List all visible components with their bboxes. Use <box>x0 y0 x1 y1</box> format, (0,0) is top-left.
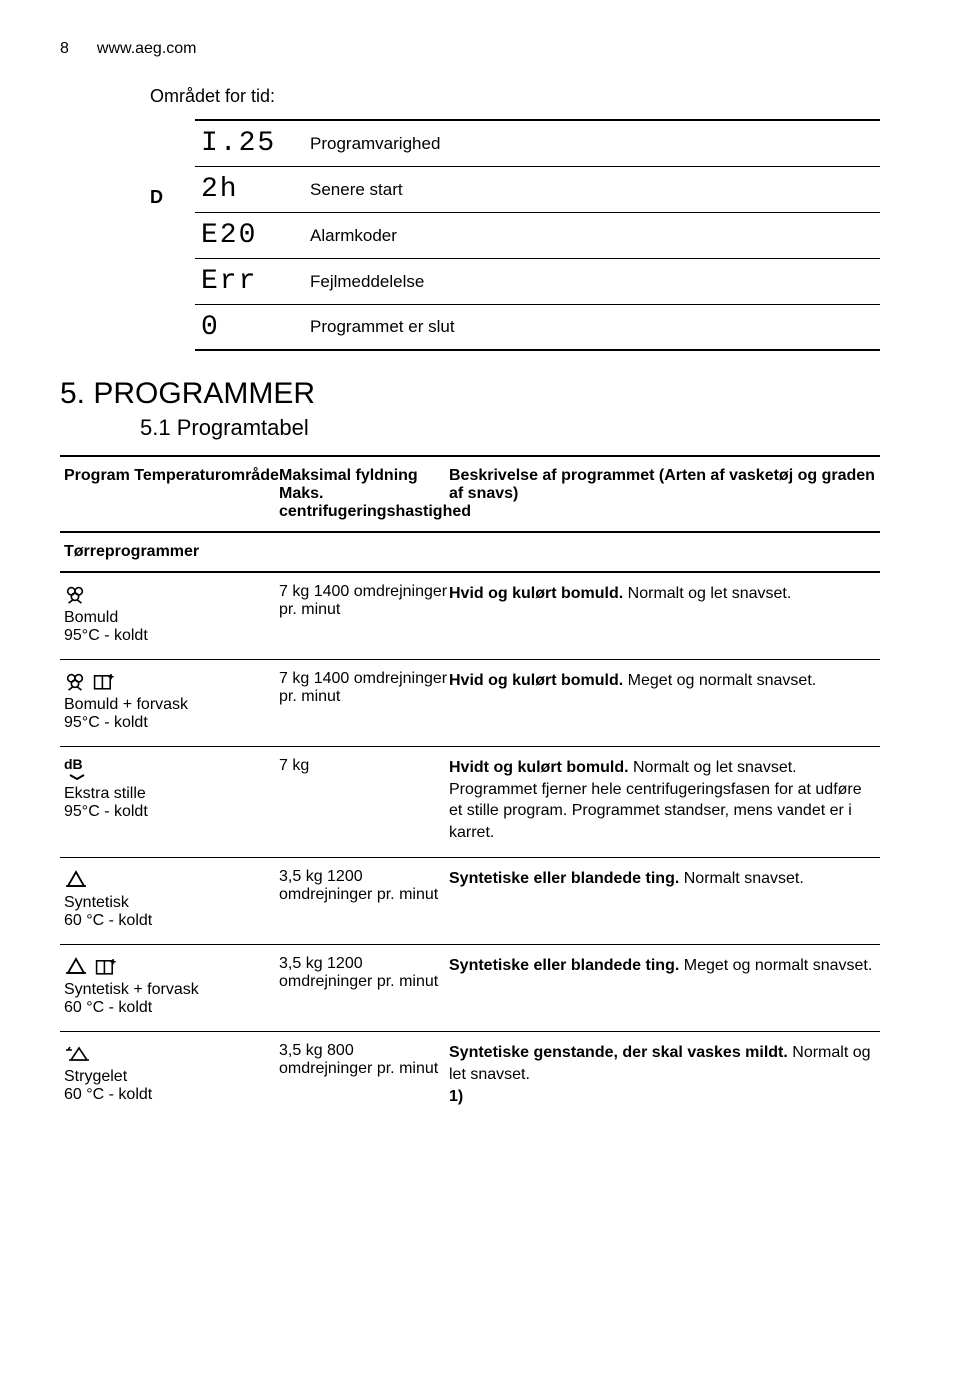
segment-icon: 2h <box>201 174 239 205</box>
desc-cell: Hvid og kulørt bomuld. Normalt og let sn… <box>449 583 876 645</box>
desc-cell: Hvidt og kulørt bomuld. Normalt og let s… <box>449 757 876 843</box>
time-indicator-table: I.25 Programvarighed 2h Senere start E20… <box>195 119 880 351</box>
svg-text:dB: dB <box>64 757 83 772</box>
synthetic-icon <box>64 868 88 890</box>
desc-cell: Syntetiske genstande, der skal vaskes mi… <box>449 1042 876 1107</box>
table-row: dB Ekstra stille 95°C - koldt 7 kg Hvidt… <box>60 747 880 858</box>
program-table: Program Temperaturområde Maksimal fyldni… <box>60 455 880 1121</box>
footnote-ref: 1) <box>449 1088 463 1105</box>
time-row: E20 Alarmkoder <box>195 213 880 259</box>
table-row: Bomuld 95°C - koldt 7 kg 1400 omdrejning… <box>60 573 880 660</box>
time-row: 2h Senere start <box>195 167 880 213</box>
synthetic-icon <box>64 955 88 977</box>
heading-programtabel: 5.1 Programtabel <box>140 415 880 441</box>
col-header-program: Program Temperaturområde <box>64 467 279 521</box>
load-cell: 3,5 kg 800 omdrejninger pr. minut <box>279 1042 449 1107</box>
program-name: Bomuld <box>64 609 279 627</box>
program-table-header: Program Temperaturområde Maksimal fyldni… <box>60 457 880 533</box>
program-temp: 95°C - koldt <box>64 803 279 821</box>
section-d-title: Området for tid: <box>150 86 880 107</box>
table-row: Strygelet 60 °C - koldt 3,5 kg 800 omdre… <box>60 1032 880 1121</box>
col-header-max: Maksimal fyldning Maks. centrifugeringsh… <box>279 467 449 521</box>
segment-icon: 0 <box>201 312 220 343</box>
heading-programmer: 5. PROGRAMMER <box>60 377 880 411</box>
prewash-icon <box>92 670 118 692</box>
program-name: Ekstra stille <box>64 785 279 803</box>
program-name: Bomuld + forvask <box>64 696 279 714</box>
desc-cell: Syntetiske eller blandede ting. Normalt … <box>449 868 876 930</box>
time-row-label: Fejlmeddelelse <box>310 266 880 298</box>
load-cell: 3,5 kg 1200 omdrejninger pr. minut <box>279 868 449 930</box>
segment-icon: Err <box>201 266 257 297</box>
subheader-torreprogrammer: Tørreprogrammer <box>60 533 880 573</box>
load-cell: 7 kg 1400 omdrejninger pr. minut <box>279 670 449 732</box>
time-row-label: Senere start <box>310 174 880 206</box>
table-row: Syntetisk + forvask 60 °C - koldt 3,5 kg… <box>60 945 880 1032</box>
load-cell: 7 kg 1400 omdrejninger pr. minut <box>279 583 449 645</box>
load-cell: 7 kg <box>279 757 449 843</box>
load-cell: 3,5 kg 1200 omdrejninger pr. minut <box>279 955 449 1017</box>
program-name: Strygelet <box>64 1068 279 1086</box>
program-temp: 95°C - koldt <box>64 627 279 645</box>
time-row-label: Programmet er slut <box>310 311 880 343</box>
program-name: Syntetisk <box>64 894 279 912</box>
time-row-label: Programvarighed <box>310 128 880 160</box>
desc-cell: Hvid og kulørt bomuld. Meget og normalt … <box>449 670 876 732</box>
time-row: I.25 Programvarighed <box>195 121 880 167</box>
segment-icon: I.25 <box>201 128 276 159</box>
section-d-letter: D <box>150 187 195 208</box>
program-temp: 60 °C - koldt <box>64 999 279 1017</box>
db-icon: dB <box>64 757 90 781</box>
prewash-icon <box>94 955 120 977</box>
program-temp: 60 °C - koldt <box>64 1086 279 1104</box>
segment-icon: E20 <box>201 220 257 251</box>
table-row: Syntetisk 60 °C - koldt 3,5 kg 1200 omdr… <box>60 858 880 945</box>
page-header: 8 www.aeg.com <box>60 40 880 58</box>
source-url: www.aeg.com <box>97 40 197 58</box>
col-header-desc: Beskrivelse af programmet (Arten af vask… <box>449 467 876 521</box>
program-temp: 60 °C - koldt <box>64 912 279 930</box>
desc-cell: Syntetiske eller blandede ting. Meget og… <box>449 955 876 1017</box>
easy-iron-icon <box>64 1042 92 1064</box>
table-row: Bomuld + forvask 95°C - koldt 7 kg 1400 … <box>60 660 880 747</box>
section-d: Området for tid: D I.25 Programvarighed … <box>150 86 880 351</box>
cotton-icon <box>64 583 279 605</box>
program-temp: 95°C - koldt <box>64 714 279 732</box>
time-row: Err Fejlmeddelelse <box>195 259 880 305</box>
time-row-label: Alarmkoder <box>310 220 880 252</box>
time-row: 0 Programmet er slut <box>195 305 880 351</box>
cotton-icon <box>64 670 86 692</box>
page-number: 8 <box>60 40 69 58</box>
program-name: Syntetisk + forvask <box>64 981 279 999</box>
